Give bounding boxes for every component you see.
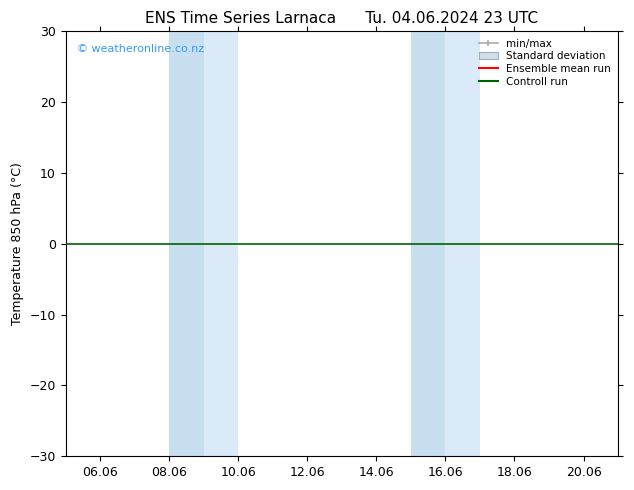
Y-axis label: Temperature 850 hPa (°C): Temperature 850 hPa (°C)	[11, 162, 24, 325]
Bar	[411, 31, 446, 456]
Bar	[169, 31, 204, 456]
Title: ENS Time Series Larnaca      Tu. 04.06.2024 23 UTC: ENS Time Series Larnaca Tu. 04.06.2024 2…	[145, 11, 538, 26]
Legend: min/max, Standard deviation, Ensemble mean run, Controll run: min/max, Standard deviation, Ensemble me…	[477, 37, 613, 89]
Bar	[446, 31, 480, 456]
Text: © weatheronline.co.nz: © weatheronline.co.nz	[77, 44, 204, 54]
Bar	[204, 31, 238, 456]
